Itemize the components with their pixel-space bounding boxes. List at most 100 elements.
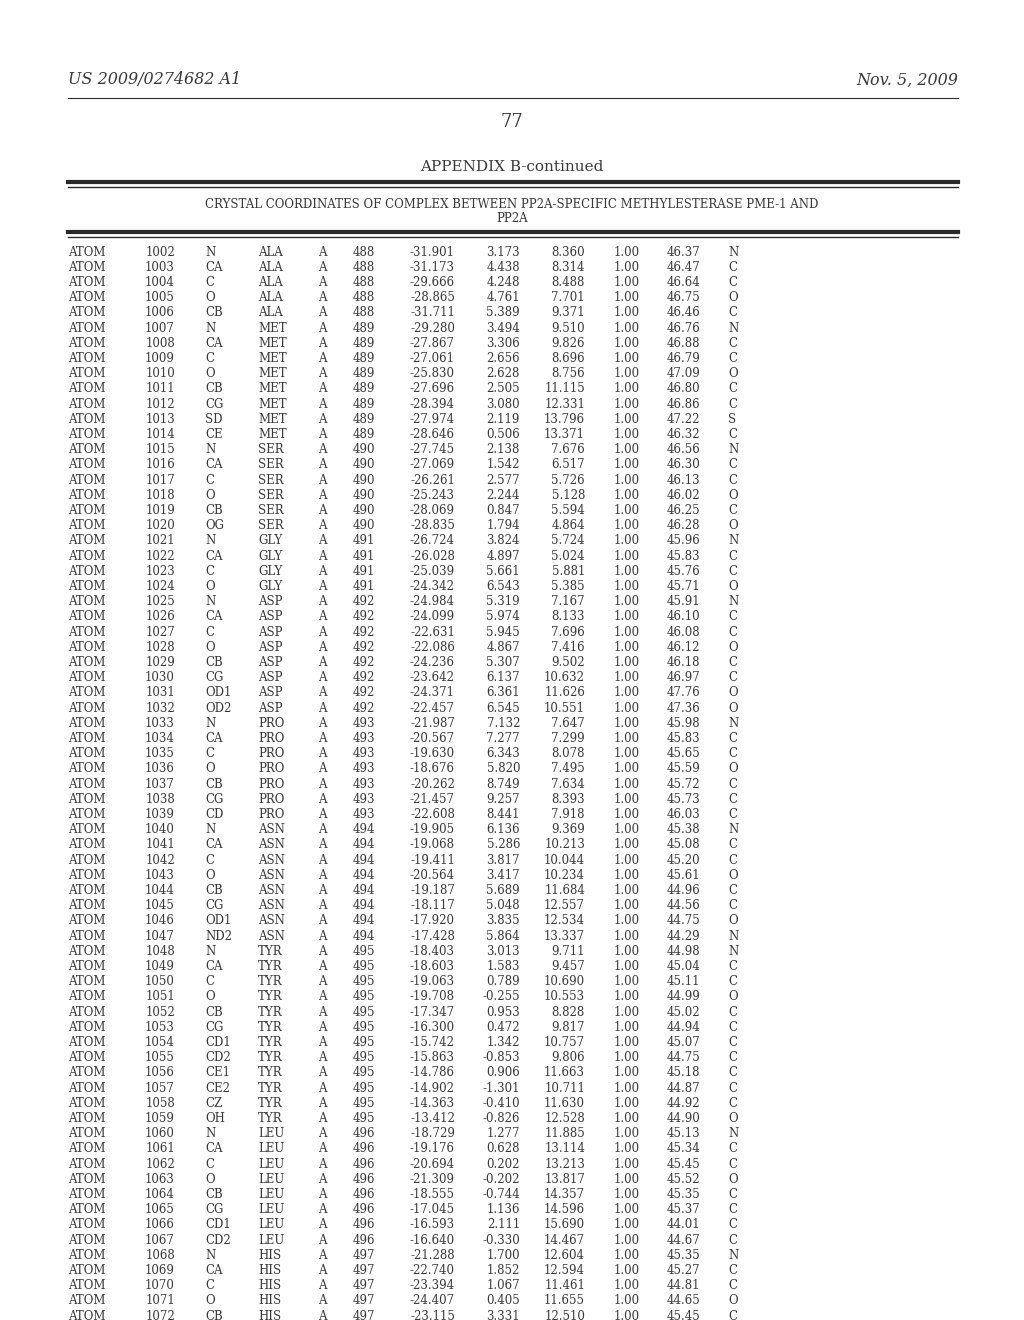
Text: -26.028: -26.028 bbox=[411, 549, 455, 562]
Text: -19.708: -19.708 bbox=[410, 990, 455, 1003]
Text: ATOM: ATOM bbox=[68, 656, 105, 669]
Text: 6.137: 6.137 bbox=[486, 671, 520, 684]
Text: 45.76: 45.76 bbox=[667, 565, 700, 578]
Text: 1025: 1025 bbox=[145, 595, 175, 609]
Text: CD2: CD2 bbox=[205, 1051, 230, 1064]
Text: O: O bbox=[205, 990, 215, 1003]
Text: 1.00: 1.00 bbox=[613, 626, 640, 639]
Text: CZ: CZ bbox=[205, 1097, 222, 1110]
Text: A: A bbox=[318, 656, 327, 669]
Text: 1065: 1065 bbox=[145, 1203, 175, 1216]
Text: ATOM: ATOM bbox=[68, 1020, 105, 1034]
Text: 14.596: 14.596 bbox=[544, 1203, 585, 1216]
Text: 1.00: 1.00 bbox=[613, 261, 640, 273]
Text: N: N bbox=[205, 717, 215, 730]
Text: 496: 496 bbox=[352, 1172, 375, 1185]
Text: 44.29: 44.29 bbox=[667, 929, 700, 942]
Text: ATOM: ATOM bbox=[68, 610, 105, 623]
Text: 497: 497 bbox=[352, 1309, 375, 1320]
Text: 44.65: 44.65 bbox=[667, 1295, 700, 1307]
Text: A: A bbox=[318, 915, 327, 927]
Text: A: A bbox=[318, 352, 327, 364]
Text: GLY: GLY bbox=[258, 579, 283, 593]
Text: HIS: HIS bbox=[258, 1249, 282, 1262]
Text: -23.115: -23.115 bbox=[411, 1309, 455, 1320]
Text: 46.79: 46.79 bbox=[667, 352, 700, 364]
Text: A: A bbox=[318, 686, 327, 700]
Text: A: A bbox=[318, 246, 327, 259]
Text: 496: 496 bbox=[352, 1188, 375, 1201]
Text: ALA: ALA bbox=[258, 261, 283, 273]
Text: TYR: TYR bbox=[258, 945, 283, 958]
Text: 9.457: 9.457 bbox=[551, 960, 585, 973]
Text: 7.701: 7.701 bbox=[551, 292, 585, 304]
Text: 46.13: 46.13 bbox=[667, 474, 700, 487]
Text: 492: 492 bbox=[352, 656, 375, 669]
Text: 5.974: 5.974 bbox=[486, 610, 520, 623]
Text: 3.835: 3.835 bbox=[486, 915, 520, 927]
Text: 44.81: 44.81 bbox=[667, 1279, 700, 1292]
Text: 8.749: 8.749 bbox=[486, 777, 520, 791]
Text: ATOM: ATOM bbox=[68, 504, 105, 517]
Text: 491: 491 bbox=[352, 579, 375, 593]
Text: -24.371: -24.371 bbox=[410, 686, 455, 700]
Text: 495: 495 bbox=[352, 990, 375, 1003]
Text: MET: MET bbox=[258, 428, 287, 441]
Text: 489: 489 bbox=[352, 428, 375, 441]
Text: ATOM: ATOM bbox=[68, 1172, 105, 1185]
Text: 45.52: 45.52 bbox=[667, 1172, 700, 1185]
Text: ATOM: ATOM bbox=[68, 565, 105, 578]
Text: -18.603: -18.603 bbox=[410, 960, 455, 973]
Text: 493: 493 bbox=[352, 777, 375, 791]
Text: 7.167: 7.167 bbox=[551, 595, 585, 609]
Text: 1.00: 1.00 bbox=[613, 915, 640, 927]
Text: 1.00: 1.00 bbox=[613, 397, 640, 411]
Text: C: C bbox=[728, 671, 737, 684]
Text: A: A bbox=[318, 413, 327, 425]
Text: 7.416: 7.416 bbox=[551, 640, 585, 653]
Text: C: C bbox=[728, 504, 737, 517]
Text: -20.567: -20.567 bbox=[410, 731, 455, 744]
Text: 1.00: 1.00 bbox=[613, 793, 640, 805]
Text: 494: 494 bbox=[352, 884, 375, 896]
Text: -13.412: -13.412 bbox=[411, 1111, 455, 1125]
Text: 0.405: 0.405 bbox=[486, 1295, 520, 1307]
Text: 1.00: 1.00 bbox=[613, 458, 640, 471]
Text: MET: MET bbox=[258, 397, 287, 411]
Text: 1.00: 1.00 bbox=[613, 975, 640, 989]
Text: 495: 495 bbox=[352, 960, 375, 973]
Text: O: O bbox=[728, 1111, 737, 1125]
Text: 45.71: 45.71 bbox=[667, 579, 700, 593]
Text: A: A bbox=[318, 519, 327, 532]
Text: ATOM: ATOM bbox=[68, 990, 105, 1003]
Text: ATOM: ATOM bbox=[68, 1006, 105, 1019]
Text: C: C bbox=[205, 975, 214, 989]
Text: ATOM: ATOM bbox=[68, 519, 105, 532]
Text: A: A bbox=[318, 1006, 327, 1019]
Text: 1.794: 1.794 bbox=[486, 519, 520, 532]
Text: 1027: 1027 bbox=[145, 626, 175, 639]
Text: A: A bbox=[318, 565, 327, 578]
Text: CB: CB bbox=[205, 1188, 223, 1201]
Text: 1.00: 1.00 bbox=[613, 579, 640, 593]
Text: 0.789: 0.789 bbox=[486, 975, 520, 989]
Text: 6.361: 6.361 bbox=[486, 686, 520, 700]
Text: 494: 494 bbox=[352, 899, 375, 912]
Text: 3.817: 3.817 bbox=[486, 854, 520, 866]
Text: -17.045: -17.045 bbox=[410, 1203, 455, 1216]
Text: 1045: 1045 bbox=[145, 899, 175, 912]
Text: 8.756: 8.756 bbox=[551, 367, 585, 380]
Text: ATOM: ATOM bbox=[68, 945, 105, 958]
Text: CA: CA bbox=[205, 261, 222, 273]
Text: N: N bbox=[205, 824, 215, 836]
Text: SD: SD bbox=[205, 413, 222, 425]
Text: C: C bbox=[728, 838, 737, 851]
Text: 46.46: 46.46 bbox=[667, 306, 700, 319]
Text: ATOM: ATOM bbox=[68, 1067, 105, 1080]
Text: 490: 490 bbox=[352, 458, 375, 471]
Text: OH: OH bbox=[205, 1111, 225, 1125]
Text: 1.542: 1.542 bbox=[486, 458, 520, 471]
Text: 7.918: 7.918 bbox=[552, 808, 585, 821]
Text: 13.213: 13.213 bbox=[544, 1158, 585, 1171]
Text: A: A bbox=[318, 777, 327, 791]
